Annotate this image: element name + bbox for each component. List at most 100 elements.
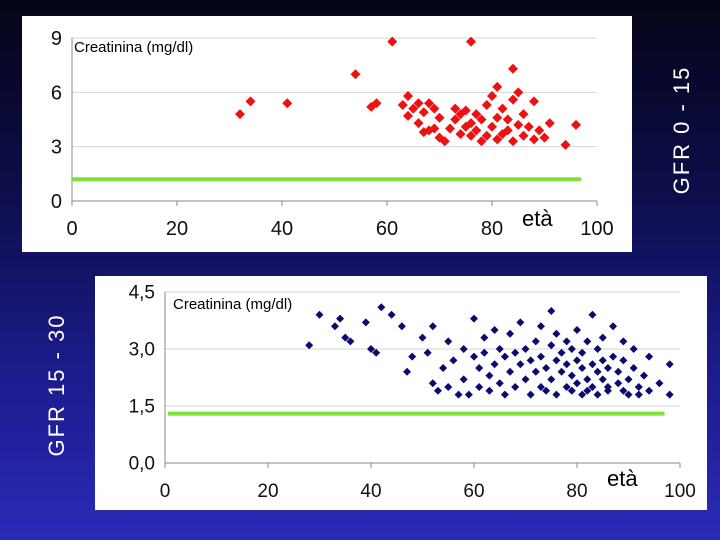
data-point — [531, 367, 540, 376]
data-point — [341, 333, 350, 342]
data-point — [485, 386, 494, 395]
data-point — [598, 356, 607, 365]
data-point — [536, 322, 545, 331]
data-point — [578, 364, 587, 372]
data-point — [552, 356, 561, 365]
data-point — [361, 318, 370, 327]
data-point — [593, 390, 602, 399]
data-point — [508, 63, 518, 74]
data-point — [536, 352, 545, 361]
y-tick-label: 6 — [51, 82, 62, 104]
data-point — [583, 386, 592, 395]
x-axis-label: età — [607, 466, 638, 491]
data-point — [542, 386, 551, 395]
data-point — [387, 310, 396, 319]
data-point — [492, 81, 503, 92]
data-point — [428, 322, 437, 331]
data-point — [372, 348, 381, 357]
data-point — [603, 364, 612, 372]
data-point — [562, 360, 571, 369]
data-point — [476, 114, 487, 125]
data-point — [511, 383, 520, 391]
data-point — [454, 390, 463, 399]
data-point — [603, 386, 612, 395]
data-point — [629, 364, 638, 372]
data-point — [500, 352, 509, 361]
data-point — [429, 103, 440, 114]
data-point — [529, 96, 539, 107]
data-point — [567, 371, 576, 380]
data-point — [578, 348, 587, 357]
data-point — [536, 383, 545, 391]
x-tick-label: 80 — [566, 481, 587, 502]
data-point — [552, 329, 561, 338]
data-point — [481, 100, 492, 111]
data-point — [466, 36, 476, 47]
data-point — [573, 379, 581, 388]
data-point — [485, 371, 494, 380]
data-point — [475, 383, 484, 391]
data-point — [544, 118, 555, 129]
data-point — [506, 367, 515, 376]
data-point — [403, 367, 412, 376]
x-tick-label: 100 — [664, 481, 696, 502]
data-point — [444, 383, 453, 391]
x-tick-label: 80 — [481, 218, 503, 240]
data-point — [534, 125, 545, 136]
data-point — [495, 345, 504, 353]
data-point — [588, 360, 597, 369]
data-point — [516, 360, 525, 369]
data-point — [403, 110, 413, 121]
data-point — [639, 371, 648, 380]
data-point — [460, 105, 471, 116]
data-point — [444, 337, 453, 346]
y-tick-label: 3 — [51, 137, 62, 159]
data-point — [521, 345, 530, 353]
data-point — [408, 103, 419, 114]
data-point — [387, 36, 398, 47]
data-point — [487, 90, 497, 101]
data-point — [588, 310, 597, 319]
data-point — [508, 136, 518, 147]
data-point — [481, 130, 492, 141]
x-tick-label: 60 — [463, 481, 484, 502]
data-point — [511, 348, 520, 357]
data-point — [593, 345, 602, 353]
data-point — [513, 119, 524, 130]
data-point — [495, 379, 504, 388]
data-point — [598, 333, 607, 342]
data-point — [480, 333, 489, 342]
data-point — [629, 345, 638, 353]
data-point — [449, 356, 458, 365]
x-tick-label: 20 — [257, 481, 278, 502]
y-tick-label: 0 — [51, 191, 62, 213]
data-point — [466, 118, 476, 129]
chart-panel-gfr-0-15: Creatinina (mg/dl) età 0 20 40 60 80 100 0 3 6 9 — [22, 16, 632, 252]
data-point — [529, 134, 539, 145]
data-point — [655, 379, 664, 388]
data-point — [542, 364, 551, 372]
data-point — [336, 314, 345, 323]
data-point — [598, 375, 607, 384]
data-point — [609, 352, 618, 361]
data-point — [614, 367, 623, 376]
chart-title: Creatinina (mg/dl) — [74, 39, 193, 56]
data-point — [634, 390, 643, 399]
data-point — [521, 375, 530, 384]
data-point — [502, 114, 513, 125]
data-point — [552, 390, 561, 399]
data-point — [583, 337, 592, 346]
data-point — [245, 96, 256, 107]
x-tick-label: 0 — [66, 218, 77, 240]
data-point — [578, 390, 587, 399]
data-point — [433, 386, 442, 395]
chart-panel-gfr-15-30: Creatinina (mg/dl) età 0 20 40 60 80 100 0,0 1,… — [95, 276, 707, 510]
data-point — [506, 329, 515, 338]
data-point — [526, 390, 535, 399]
data-point — [500, 390, 509, 399]
x-tick-label: 40 — [271, 218, 293, 240]
data-point — [567, 345, 576, 353]
data-point — [346, 337, 355, 346]
group-label-gfr-0-15: GFR 0 - 15 — [669, 65, 694, 195]
data-point — [470, 352, 478, 361]
